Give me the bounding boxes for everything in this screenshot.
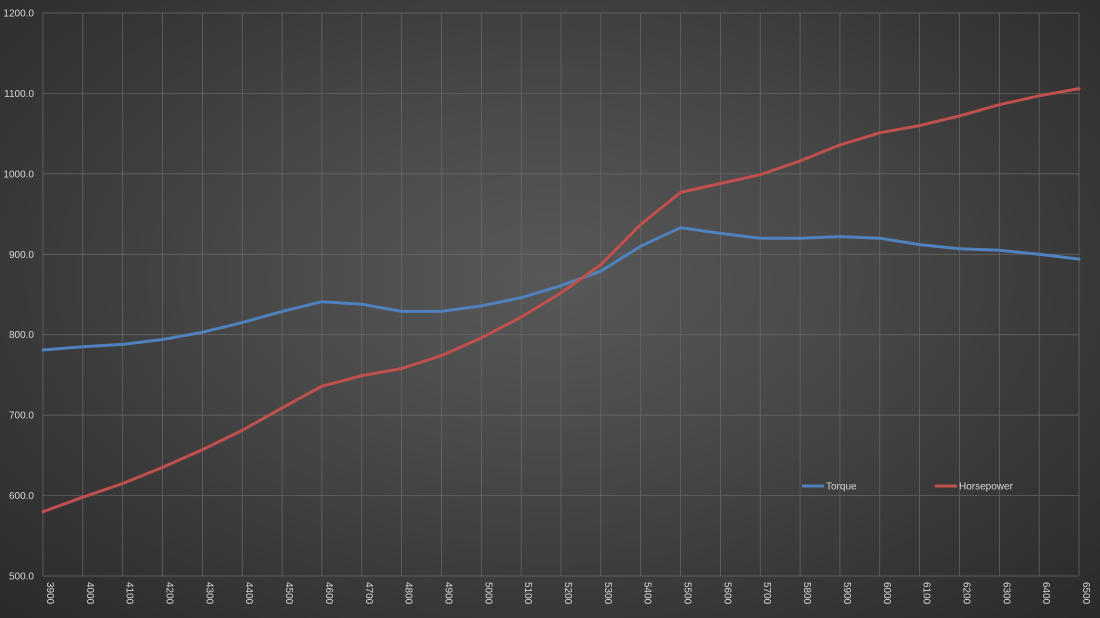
x-tick-label: 4100 <box>124 582 135 605</box>
x-tick-label: 4500 <box>283 582 294 605</box>
series-line-torque <box>41 226 1081 352</box>
x-tick-label: 5900 <box>841 582 852 605</box>
y-tick-label: 900.0 <box>9 250 34 261</box>
x-tick-label: 5100 <box>522 582 533 605</box>
x-tick-label: 5600 <box>721 582 732 605</box>
x-tick-label: 5000 <box>482 582 493 605</box>
axes: 500.0 600.0 700.0 800.0 900.0 1000.0 1100.0 120… <box>3 9 1091 605</box>
legend: Torque Horsepower <box>802 482 1014 493</box>
y-tick-label: 700.0 <box>9 411 34 422</box>
y-tick-label: 1200.0 <box>3 9 34 20</box>
x-tick-label: 5300 <box>602 582 613 605</box>
x-tick-label: 4800 <box>403 582 414 605</box>
x-tick-label: 6200 <box>960 582 971 605</box>
x-tick-label: 6300 <box>1000 582 1011 605</box>
x-tick-label: 3900 <box>44 582 55 605</box>
gridlines <box>42 12 1080 577</box>
x-tick-label: 4300 <box>203 582 214 605</box>
x-tick-label: 4400 <box>243 582 254 605</box>
x-tick-label: 4000 <box>84 582 95 605</box>
x-tick-label: 6000 <box>881 582 892 605</box>
series-lines <box>41 87 1081 514</box>
x-tick-label: 6100 <box>921 582 932 605</box>
y-tick-label: 800.0 <box>9 330 34 341</box>
y-tick-label: 1000.0 <box>3 169 34 180</box>
x-tick-label: 5700 <box>761 582 772 605</box>
x-tick-label: 5400 <box>642 582 653 605</box>
x-tick-label: 5800 <box>801 582 812 605</box>
y-tick-label: 600.0 <box>9 491 34 502</box>
x-tick-label: 5500 <box>682 582 693 605</box>
y-tick-label: 500.0 <box>9 572 34 583</box>
x-tick-label: 4700 <box>363 582 374 605</box>
x-tick-label: 4900 <box>442 582 453 605</box>
y-tick-label: 1100.0 <box>4 89 34 100</box>
legend-label-torque: Torque <box>826 482 857 493</box>
x-tick-label: 5200 <box>562 582 573 605</box>
x-tick-label: 4200 <box>164 582 175 605</box>
x-tick-label: 6500 <box>1080 582 1091 605</box>
legend-label-horsepower: Horsepower <box>959 482 1014 493</box>
x-tick-label: 6400 <box>1040 582 1051 605</box>
x-tick-label: 4600 <box>323 582 334 605</box>
